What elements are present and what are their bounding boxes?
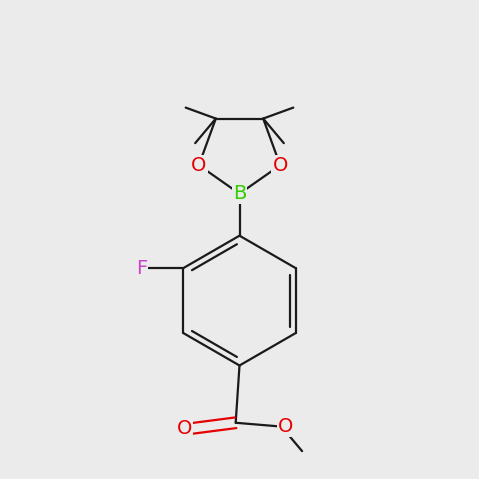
- Text: F: F: [136, 259, 147, 278]
- Text: O: O: [278, 417, 293, 436]
- Text: O: O: [177, 420, 192, 438]
- Text: O: O: [273, 156, 288, 175]
- Text: O: O: [191, 156, 206, 175]
- Text: B: B: [233, 184, 246, 203]
